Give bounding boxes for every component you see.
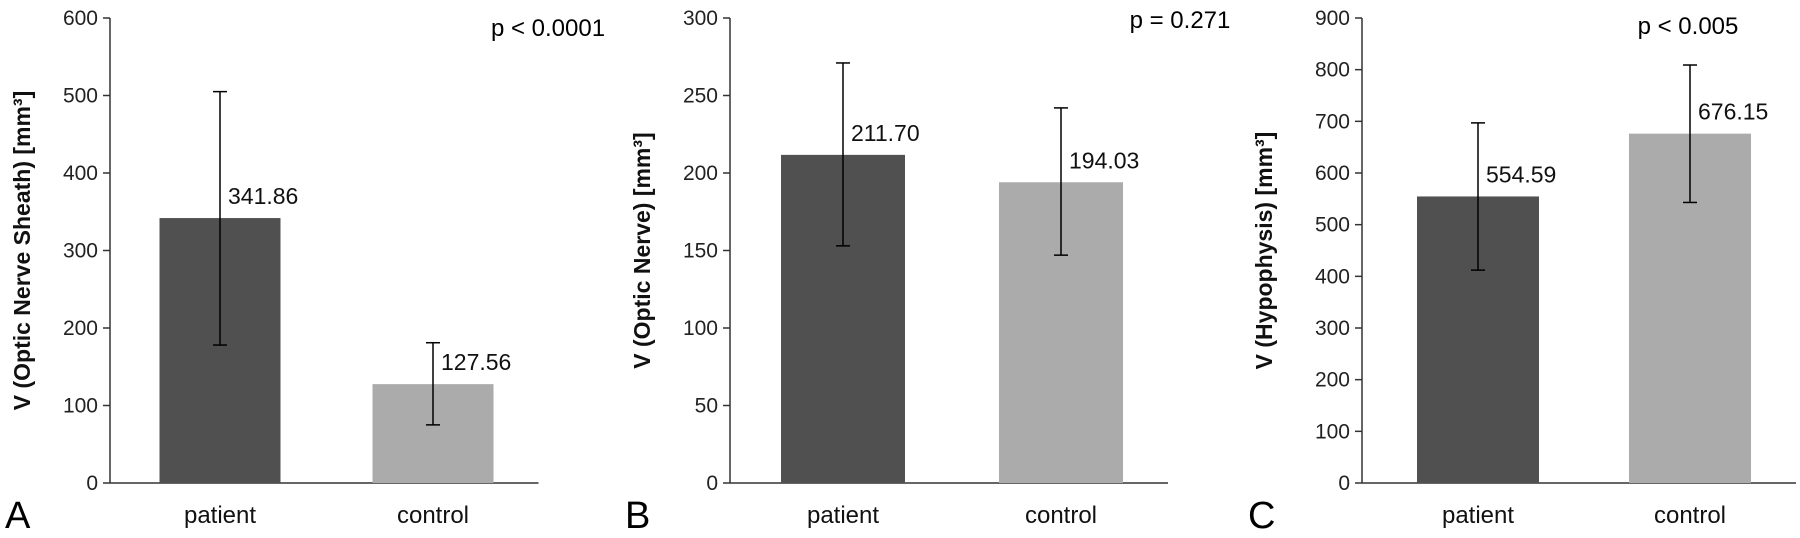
y-axis-label: V (Hypophysis) [mm³]	[1251, 132, 1277, 370]
y-tick-label: 0	[86, 472, 98, 495]
y-tick-label: 150	[683, 240, 718, 263]
y-tick-label: 500	[1315, 214, 1350, 237]
data-label-control: 127.56	[441, 349, 511, 375]
y-tick-label: 800	[1315, 59, 1350, 82]
y-tick-label: 100	[683, 317, 718, 340]
y-tick-label: 250	[683, 85, 718, 108]
chart-panel-c: 0 100 200 300 400 500 600 700 800 900 V (Hypophysi…	[1248, 7, 1796, 537]
y-tick-label: 200	[683, 162, 718, 185]
y-tick-label: 400	[63, 162, 98, 185]
data-label-control: 194.03	[1069, 147, 1139, 173]
p-value-annotation: p = 0.271	[1130, 7, 1231, 34]
p-value-annotation: p < 0.0001	[491, 15, 605, 42]
y-tick-label: 600	[63, 7, 98, 30]
x-tick-label-patient: patient	[807, 502, 879, 529]
x-tick-label-control: control	[1654, 502, 1726, 529]
panel-letter: B	[625, 495, 650, 537]
data-label-patient: 554.59	[1486, 161, 1556, 187]
p-value-annotation: p < 0.005	[1638, 13, 1739, 40]
x-tick-label-control: control	[1025, 502, 1097, 529]
panel-letter: A	[5, 495, 31, 537]
y-tick-label: 500	[63, 85, 98, 108]
x-tick-label-control: control	[397, 502, 469, 529]
y-tick-label: 0	[706, 472, 718, 495]
y-tick-label: 0	[1338, 472, 1350, 495]
y-tick-label: 100	[1315, 420, 1350, 443]
y-tick-label: 300	[1315, 317, 1350, 340]
y-tick-label: 50	[695, 395, 718, 418]
y-tick-label: 300	[63, 240, 98, 263]
panel-letter: C	[1248, 495, 1275, 537]
y-tick-label: 300	[683, 7, 718, 30]
y-tick-label: 400	[1315, 265, 1350, 288]
y-tick-label: 700	[1315, 110, 1350, 133]
data-label-patient: 211.70	[851, 120, 920, 146]
y-tick-label: 200	[63, 317, 98, 340]
x-tick-label-patient: patient	[1442, 502, 1514, 529]
chart-panel-a: 0 100 200 300 400 500 600 V (Optic Nerve Sheath…	[5, 7, 605, 537]
y-tick-label: 100	[63, 395, 98, 418]
chart-panel-b: 0 50 100 150 200 250 300 V (Optic Nerve) [mm³] 2…	[625, 7, 1230, 537]
data-label-control: 676.15	[1698, 99, 1768, 125]
y-axis-label: V (Optic Nerve Sheath) [mm³]	[9, 91, 35, 411]
x-tick-label-patient: patient	[184, 502, 256, 529]
y-tick-label: 600	[1315, 162, 1350, 185]
y-tick-label: 900	[1315, 7, 1350, 30]
y-axis-label: V (Optic Nerve) [mm³]	[629, 132, 655, 368]
y-tick-label: 200	[1315, 369, 1350, 392]
data-label-patient: 341.86	[228, 183, 298, 209]
